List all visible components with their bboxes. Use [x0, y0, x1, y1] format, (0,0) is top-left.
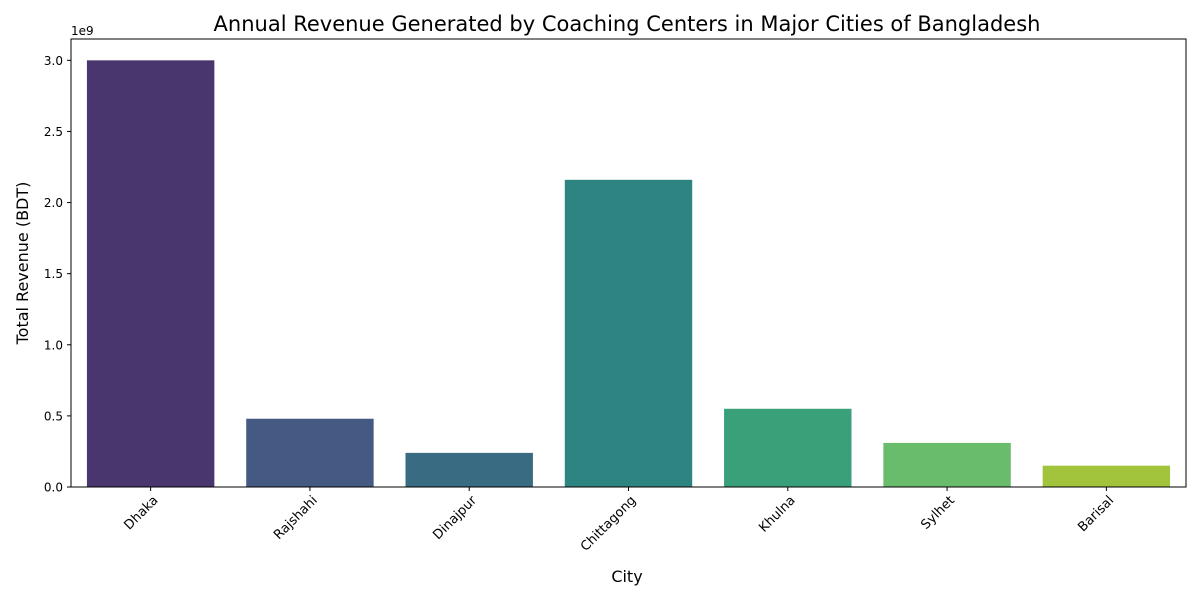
x-tick-label: Rajshahi [271, 493, 321, 543]
chart-title: Annual Revenue Generated by Coaching Cen… [214, 12, 1041, 36]
bar-barisal [1042, 465, 1171, 487]
y-tick-label: 2.5 [44, 125, 63, 139]
y-tick-label: 1.5 [44, 267, 63, 281]
x-tick-label: Sylhet [918, 493, 958, 533]
y-axis-label: Total Revenue (BDT) [13, 182, 32, 346]
bar-dhaka [86, 60, 215, 487]
x-axis-label: City [611, 567, 642, 586]
bar-khulna [724, 408, 852, 487]
bars-group [86, 60, 1171, 488]
bar-chittagong [564, 179, 693, 488]
y-tick-label: 0.5 [44, 409, 63, 423]
bar-dinajpur [405, 452, 533, 487]
y-offset-label: 1e9 [71, 24, 94, 38]
x-tick-label: Dinajpur [430, 493, 480, 543]
bar-sylhet [883, 442, 1011, 487]
x-tick-label: Khulna [756, 493, 798, 535]
x-tick-label: Chittagong [578, 493, 639, 554]
bar-rajshahi [246, 418, 374, 487]
y-tick-label: 2.0 [44, 196, 63, 210]
plot-frame [70, 38, 1187, 488]
x-ticks-group: Dhaka Rajshahi Dinajpur Chittagong Khulna Syl… [122, 487, 1117, 555]
x-tick-label: Barisal [1075, 493, 1117, 535]
y-tick-label: 3.0 [44, 54, 63, 68]
x-tick-label: Dhaka [122, 493, 162, 533]
y-tick-label: 1.0 [44, 338, 63, 352]
y-ticks-group: 0.0 0.5 1.0 1.5 2.0 2.5 3.0 [44, 54, 71, 495]
y-tick-label: 0.0 [44, 481, 63, 495]
